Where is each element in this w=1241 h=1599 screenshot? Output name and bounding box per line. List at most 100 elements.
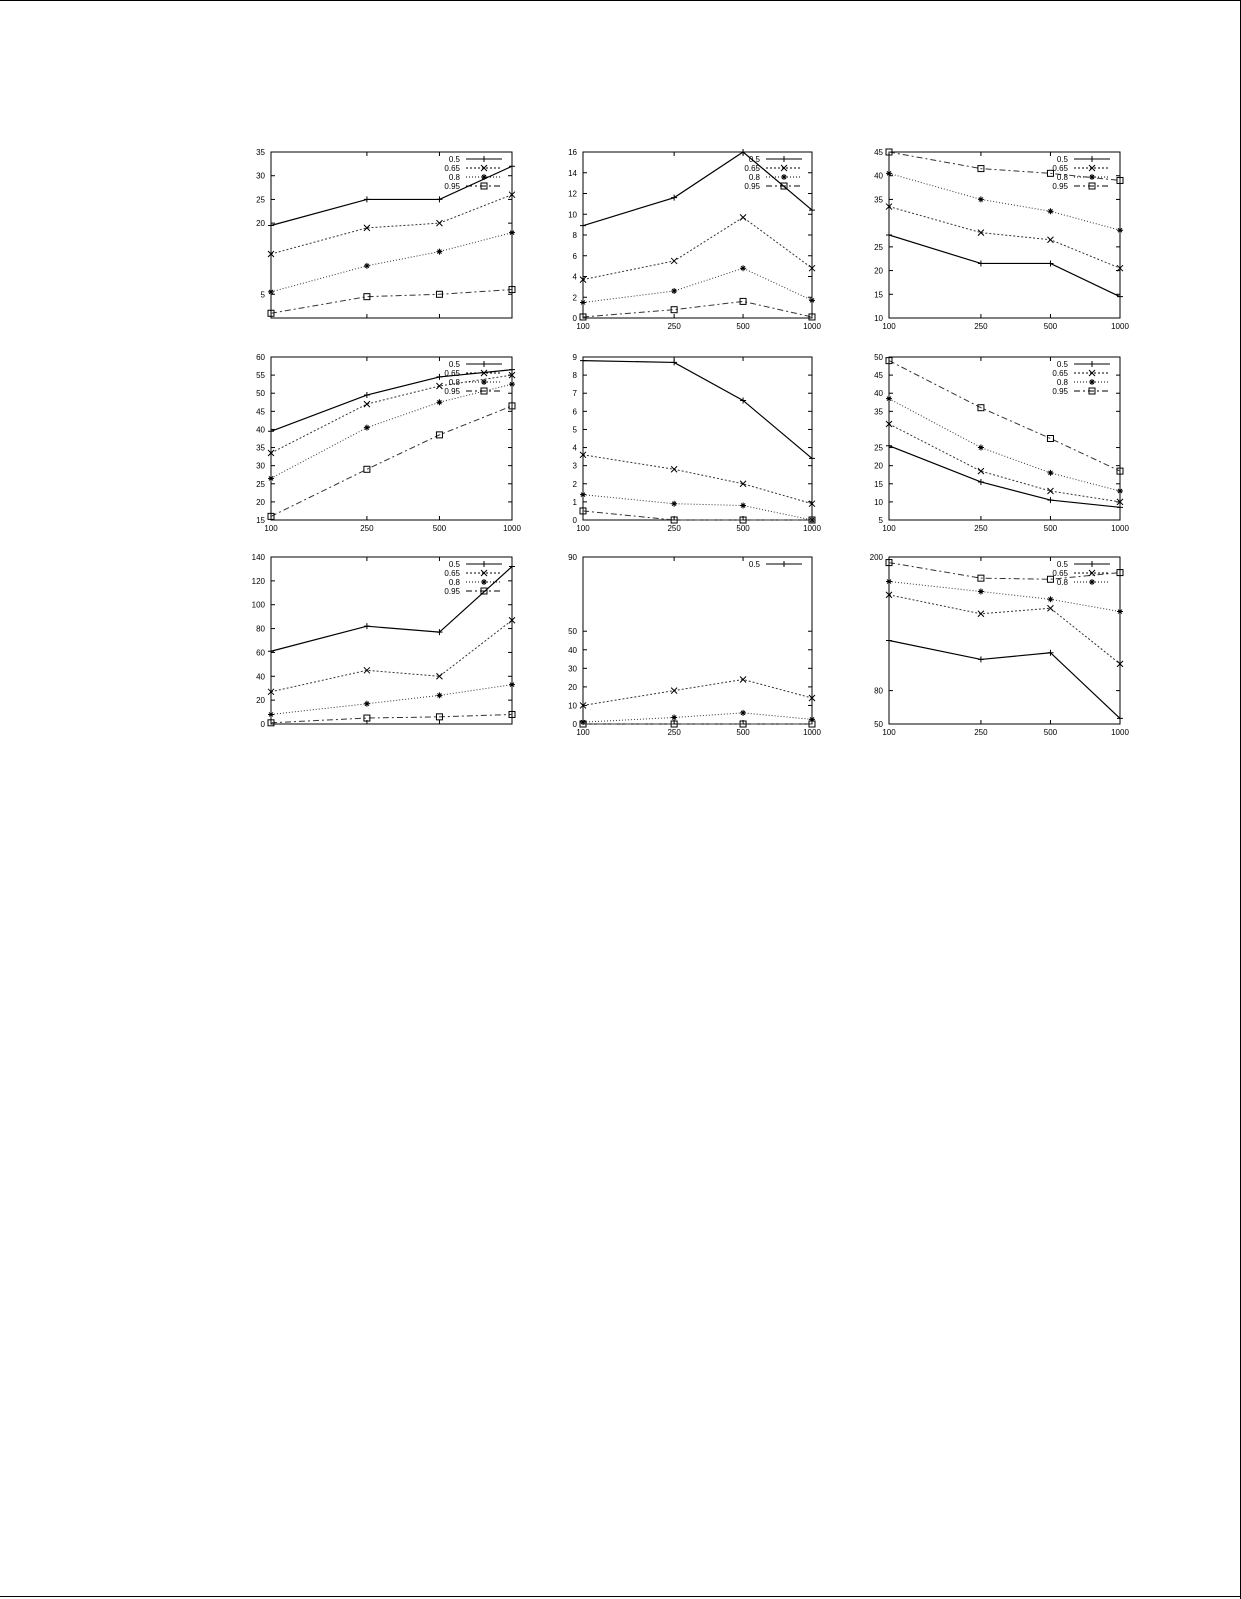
series-line-0.5 [270, 165, 513, 227]
plus-marker [886, 637, 892, 644]
series-line-0.95 [582, 300, 813, 318]
star-marker [886, 578, 892, 585]
plot-frame [582, 356, 813, 521]
star-marker [740, 709, 747, 716]
star-marker [509, 681, 515, 688]
square-marker [977, 574, 985, 582]
y-tick-label: 14 [568, 169, 577, 178]
series-line-1 [582, 678, 813, 706]
y-tick-label: 45 [256, 407, 265, 416]
series-line-0.95 [888, 151, 1121, 181]
legend-label: 0.5 [1057, 155, 1069, 164]
series-line-2 [582, 494, 813, 521]
plus-marker [977, 260, 984, 267]
x-tick-label: 250 [974, 524, 988, 533]
cross-marker [436, 382, 443, 390]
series-group [885, 357, 1124, 511]
cross-marker [480, 164, 488, 172]
y-tick-label: 30 [568, 664, 577, 673]
square-marker [267, 512, 275, 520]
legend-label: 0.65 [444, 164, 460, 173]
square-marker [1088, 182, 1096, 190]
y-tick-label: 50 [568, 627, 577, 636]
y-tick-label: 5 [261, 290, 266, 299]
square-marker [1046, 435, 1054, 442]
plus-marker [363, 623, 370, 630]
plus-marker [481, 361, 487, 367]
star-marker [481, 379, 487, 385]
plus-marker [740, 397, 747, 404]
x-tick-label: 250 [667, 524, 681, 533]
cross-marker [480, 369, 488, 377]
y-tick-label: 8 [573, 231, 578, 240]
legend-label: 0.5 [449, 360, 461, 369]
star-marker [809, 716, 815, 723]
y-tick-label: 20 [256, 219, 265, 228]
legend-label: 0.8 [449, 578, 461, 587]
square-marker [435, 713, 443, 721]
y-tick-label: 40 [874, 172, 883, 181]
legend-label: 0.5 [749, 560, 761, 569]
star-marker [1117, 488, 1123, 495]
square-marker [267, 719, 275, 727]
plot-frame [270, 556, 513, 725]
cross-marker [363, 224, 371, 232]
star-marker [363, 700, 370, 707]
plus-marker [1089, 156, 1095, 162]
cross-marker [670, 257, 678, 265]
cross-marker [267, 688, 275, 696]
x-tick-label: 100 [576, 524, 590, 533]
cross-marker [1047, 236, 1054, 244]
legend-label: 0.65 [744, 164, 760, 173]
series-line-1 [582, 454, 813, 505]
legend-label: 0.8 [749, 173, 761, 182]
square-marker [1116, 467, 1124, 475]
series-group [579, 149, 816, 321]
y-tick-label: 0 [573, 516, 578, 525]
plot-frame [270, 356, 513, 521]
page-bottom-border [0, 1596, 1241, 1597]
plus-marker [481, 156, 487, 162]
star-marker [886, 170, 892, 177]
plus-marker [740, 149, 747, 155]
series-line-0.65 [888, 206, 1121, 269]
y-tick-label: 20 [874, 462, 883, 471]
square-marker [363, 293, 371, 301]
cross-marker [977, 467, 985, 475]
y-tick-label: 10 [874, 314, 883, 323]
star-marker [268, 288, 274, 295]
square-marker [885, 559, 893, 567]
y-tick-label: 12 [568, 190, 577, 199]
y-tick-label: 20 [568, 683, 577, 692]
x-tick-label: 1000 [503, 524, 521, 533]
series-line-0.5 [270, 566, 513, 652]
plus-marker [977, 656, 984, 663]
legend-label: 0.95 [1052, 182, 1068, 191]
cross-marker [1088, 164, 1096, 172]
cross-marker [508, 191, 516, 199]
square-marker [579, 313, 587, 321]
y-tick-label: 20 [256, 498, 265, 507]
plus-marker [886, 442, 892, 449]
y-tick-label: 25 [874, 243, 883, 252]
legend-label: 0.8 [1057, 173, 1069, 182]
series-line-0.8 [582, 267, 813, 303]
cross-marker [885, 591, 893, 599]
star-marker [580, 299, 586, 306]
legend-label: 0.65 [1052, 569, 1068, 578]
series-group [267, 366, 516, 520]
series-group [267, 163, 516, 317]
legend-label: 0.65 [1052, 369, 1068, 378]
y-tick-label: 90 [568, 553, 577, 562]
square-marker [508, 286, 516, 294]
square-marker [977, 404, 985, 412]
cross-marker [739, 676, 747, 683]
cross-marker [1116, 264, 1124, 272]
y-tick-label: 2 [573, 293, 578, 302]
series-group [579, 357, 816, 524]
plus-marker [1117, 715, 1123, 722]
y-tick-label: 2 [573, 480, 578, 489]
star-marker [671, 500, 678, 507]
